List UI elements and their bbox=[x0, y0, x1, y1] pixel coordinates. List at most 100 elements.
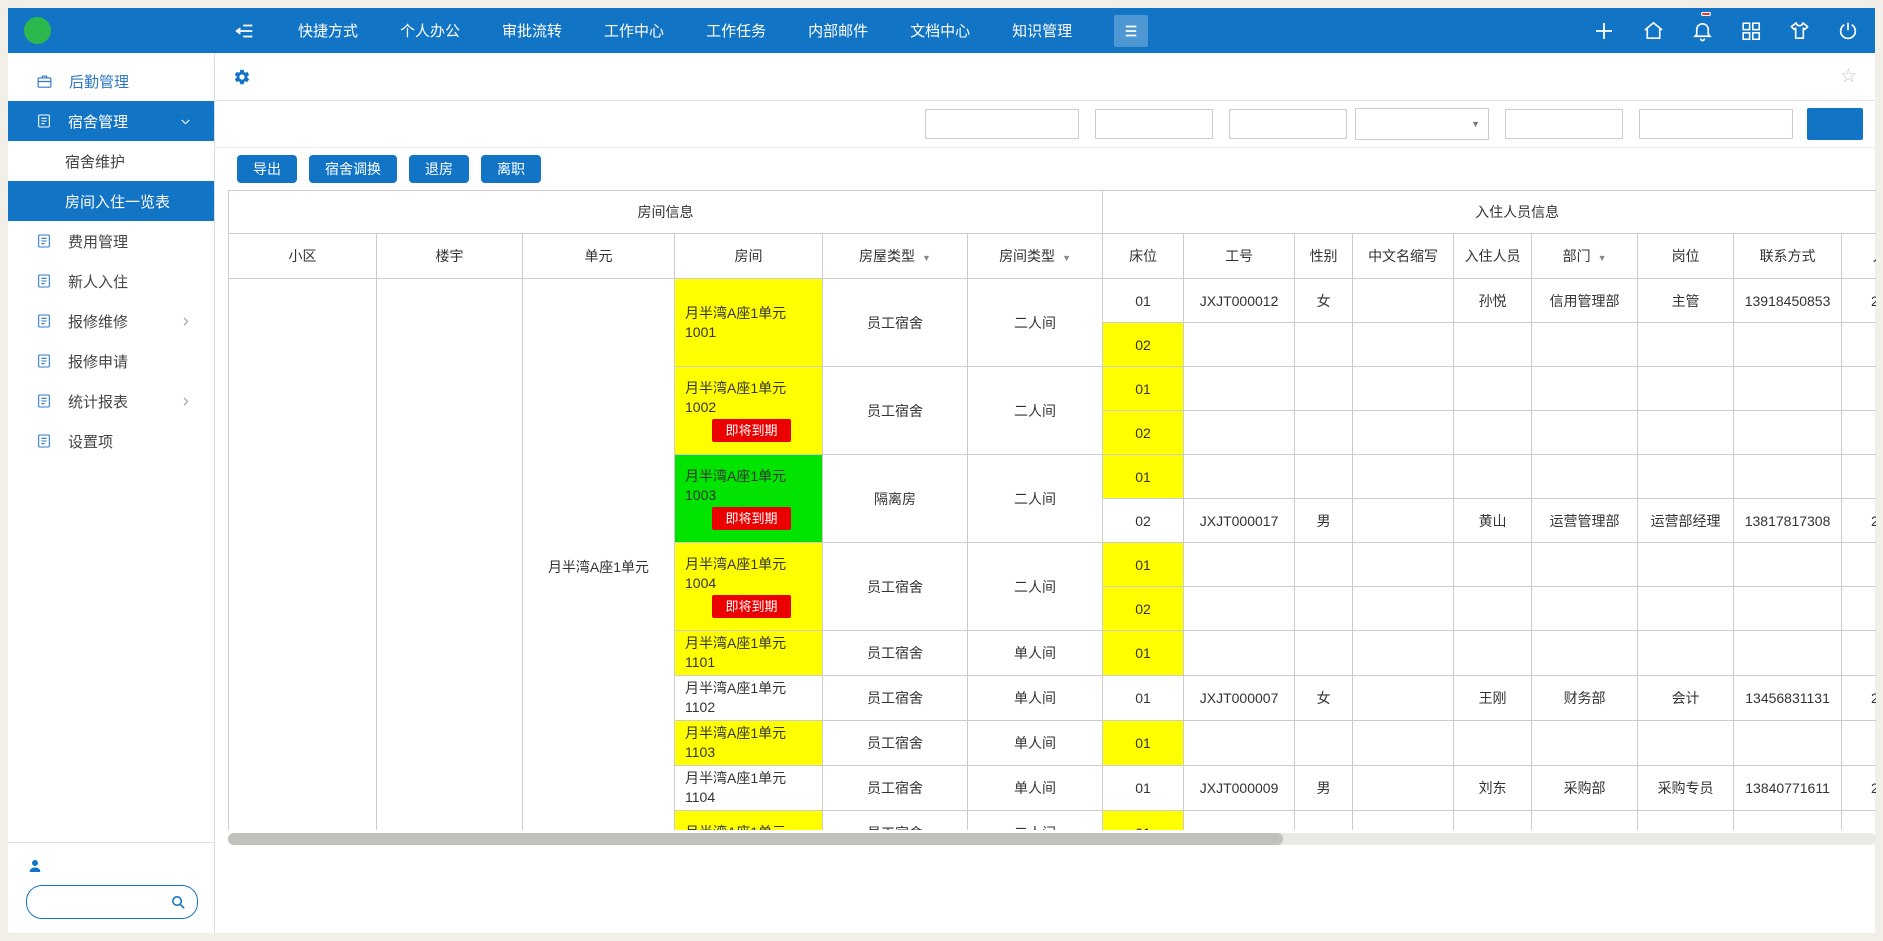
cell-post[interactable] bbox=[1638, 543, 1734, 587]
cell-checkin[interactable] bbox=[1842, 587, 1876, 631]
cell-room[interactable]: 月半湾A座1单元 bbox=[675, 811, 823, 831]
cell-person[interactable] bbox=[1454, 631, 1532, 676]
cell-emp-no[interactable] bbox=[1184, 587, 1295, 631]
nav-more-button[interactable] bbox=[1114, 15, 1148, 47]
cell-post[interactable] bbox=[1638, 323, 1734, 367]
cell-house-type[interactable]: 员工宿舍 bbox=[823, 721, 968, 766]
cell-phone[interactable] bbox=[1734, 323, 1842, 367]
cell-dept[interactable]: 信用管理部 bbox=[1532, 279, 1638, 323]
sidebar-item-repair-apply[interactable]: 报修申请 bbox=[8, 341, 214, 381]
notifications-button[interactable] bbox=[1691, 19, 1714, 42]
checkout-button[interactable]: 退房 bbox=[409, 155, 469, 183]
nav-item-work-center[interactable]: 工作中心 bbox=[604, 20, 664, 41]
cell-checkin[interactable]: 2023 bbox=[1842, 676, 1876, 721]
cell-checkin[interactable]: 2023 bbox=[1842, 499, 1876, 543]
cell-emp-no[interactable] bbox=[1184, 721, 1295, 766]
cell-room[interactable]: 月半湾A座1单元1101 bbox=[675, 631, 823, 676]
nav-item-doc-center[interactable]: 文档中心 bbox=[910, 20, 970, 41]
cell-bed[interactable]: 02 bbox=[1103, 499, 1184, 543]
cell-gender[interactable] bbox=[1295, 367, 1353, 411]
add-button[interactable] bbox=[1592, 19, 1616, 43]
sidebar-item-new-checkin[interactable]: 新人入住 bbox=[8, 261, 214, 301]
favorite-star-icon[interactable]: ☆ bbox=[1840, 65, 1857, 88]
cell-house-type[interactable]: 员工宿舍 bbox=[823, 766, 968, 811]
cell-checkin[interactable] bbox=[1842, 543, 1876, 587]
cell-bed[interactable]: 02 bbox=[1103, 587, 1184, 631]
cell-abbr[interactable] bbox=[1353, 411, 1454, 455]
cell-post[interactable] bbox=[1638, 455, 1734, 499]
cell-house-type[interactable]: 员工宿舍 bbox=[823, 676, 968, 721]
cell-gender[interactable] bbox=[1295, 721, 1353, 766]
cell-post[interactable]: 运营部经理 bbox=[1638, 499, 1734, 543]
cell-post[interactable] bbox=[1638, 721, 1734, 766]
export-button[interactable]: 导出 bbox=[237, 155, 297, 183]
cell-emp-no[interactable]: JXJT000012 bbox=[1184, 279, 1295, 323]
cell-room-type[interactable]: 单人间 bbox=[968, 721, 1103, 766]
cell-gender[interactable] bbox=[1295, 411, 1353, 455]
sidebar-item-fee-mgmt[interactable]: 费用管理 bbox=[8, 221, 214, 261]
cell-abbr[interactable] bbox=[1353, 499, 1454, 543]
cell-abbr[interactable] bbox=[1353, 631, 1454, 676]
nav-item-shortcut[interactable]: 快捷方式 bbox=[298, 20, 358, 41]
cell-bed[interactable]: 01 bbox=[1103, 721, 1184, 766]
cell-room-type[interactable]: 二人间 bbox=[968, 811, 1103, 831]
cell-dept[interactable] bbox=[1532, 543, 1638, 587]
cell-dept[interactable] bbox=[1532, 721, 1638, 766]
cell-checkin[interactable] bbox=[1842, 455, 1876, 499]
search-icon[interactable] bbox=[170, 894, 187, 911]
cell-house-type[interactable]: 员工宿舍 bbox=[823, 279, 968, 367]
cell-bed[interactable]: 01 bbox=[1103, 543, 1184, 587]
cell-phone[interactable] bbox=[1734, 721, 1842, 766]
cell-gender[interactable]: 女 bbox=[1295, 676, 1353, 721]
cell-room[interactable]: 月半湾A座1单元1002即将到期 bbox=[675, 367, 823, 455]
cell-bed[interactable]: 01 bbox=[1103, 279, 1184, 323]
cell-house-type[interactable]: 员工宿舍 bbox=[823, 367, 968, 455]
resign-button[interactable]: 离职 bbox=[481, 155, 541, 183]
cell-checkin[interactable] bbox=[1842, 631, 1876, 676]
horizontal-scrollbar[interactable] bbox=[228, 833, 1876, 845]
cell-room-type[interactable]: 单人间 bbox=[968, 631, 1103, 676]
nav-item-personal-office[interactable]: 个人办公 bbox=[400, 20, 460, 41]
home-button[interactable] bbox=[1642, 19, 1665, 42]
cell-room[interactable]: 月半湾A座1单元1104 bbox=[675, 766, 823, 811]
cell-abbr[interactable] bbox=[1353, 766, 1454, 811]
cell-dept[interactable]: 财务部 bbox=[1532, 676, 1638, 721]
user-block[interactable] bbox=[24, 17, 220, 44]
cell-person[interactable]: 孙悦 bbox=[1454, 279, 1532, 323]
cell-room-type[interactable]: 二人间 bbox=[968, 543, 1103, 631]
cell-phone[interactable] bbox=[1734, 455, 1842, 499]
cell-gender[interactable] bbox=[1295, 631, 1353, 676]
cell-room-type[interactable]: 单人间 bbox=[968, 676, 1103, 721]
cell-emp-no[interactable]: JXJT000007 bbox=[1184, 676, 1295, 721]
sidebar-item-dorm-mgmt[interactable]: 宿舍管理 bbox=[8, 101, 214, 141]
cell-house-type[interactable]: 员工宿舍 bbox=[823, 811, 968, 831]
cell-abbr[interactable] bbox=[1353, 543, 1454, 587]
logout-button[interactable] bbox=[1837, 20, 1859, 42]
cell-post[interactable]: 主管 bbox=[1638, 279, 1734, 323]
remark-filter-input[interactable] bbox=[1639, 109, 1793, 139]
cell-room[interactable]: 月半湾A座1单元1102 bbox=[675, 676, 823, 721]
cell-emp-no[interactable]: JXJT000017 bbox=[1184, 499, 1295, 543]
cell-phone[interactable] bbox=[1734, 587, 1842, 631]
cell-gender[interactable]: 男 bbox=[1295, 766, 1353, 811]
cell-dept[interactable]: 采购部 bbox=[1532, 766, 1638, 811]
dorm-swap-button[interactable]: 宿舍调换 bbox=[309, 155, 397, 183]
cell-gender[interactable] bbox=[1295, 543, 1353, 587]
nav-item-knowledge-mgmt[interactable]: 知识管理 bbox=[1012, 20, 1072, 41]
cell-bed[interactable]: 02 bbox=[1103, 323, 1184, 367]
cell-person[interactable] bbox=[1454, 455, 1532, 499]
sidebar-search-input[interactable] bbox=[37, 894, 170, 911]
cell-emp-no[interactable] bbox=[1184, 411, 1295, 455]
cell-post[interactable] bbox=[1638, 587, 1734, 631]
cell-post[interactable] bbox=[1638, 367, 1734, 411]
cell-post[interactable] bbox=[1638, 631, 1734, 676]
dept-filter-input[interactable] bbox=[1505, 109, 1623, 139]
sidebar-item-dorm-maintain[interactable]: 宿舍维护 bbox=[8, 141, 214, 181]
cell-phone[interactable]: 13456831131 bbox=[1734, 676, 1842, 721]
cell-gender[interactable] bbox=[1295, 455, 1353, 499]
cell-phone[interactable]: 13918450853 bbox=[1734, 279, 1842, 323]
cell-dept[interactable]: 运营管理部 bbox=[1532, 499, 1638, 543]
cell-building[interactable] bbox=[377, 279, 523, 831]
cell-phone[interactable] bbox=[1734, 411, 1842, 455]
cell-checkin[interactable]: 2023 bbox=[1842, 766, 1876, 811]
